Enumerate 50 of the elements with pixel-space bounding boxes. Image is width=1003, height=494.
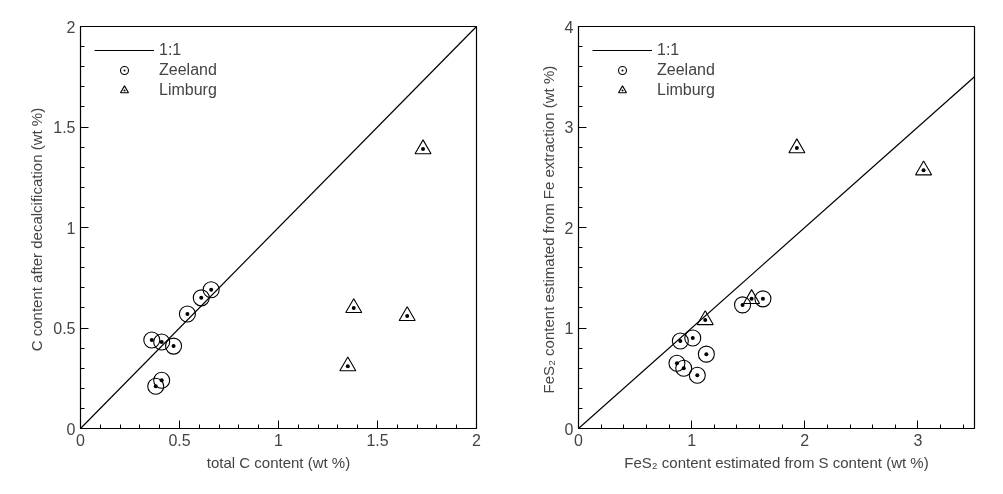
point bbox=[915, 160, 933, 176]
y-tick-label: 3 bbox=[564, 119, 574, 136]
point bbox=[202, 281, 220, 299]
y-tick-label: 4 bbox=[564, 18, 574, 36]
x-tick-label: 2 bbox=[800, 431, 810, 449]
y-tick-label: 2 bbox=[564, 219, 574, 237]
point bbox=[192, 289, 210, 307]
point bbox=[697, 345, 715, 363]
point bbox=[671, 332, 689, 350]
point bbox=[345, 298, 363, 314]
point bbox=[165, 337, 183, 355]
y-axis-title: C content after decalcification (wt %) bbox=[28, 107, 46, 352]
y-tick-label: 1 bbox=[66, 219, 76, 237]
point bbox=[147, 377, 165, 395]
point bbox=[143, 331, 161, 349]
x-tick-label: 2 bbox=[472, 431, 482, 449]
point bbox=[734, 296, 752, 314]
y-axis-title: FeS₂ content estimated from Fe extraction (wt %) bbox=[539, 65, 557, 394]
point bbox=[414, 139, 432, 155]
y-tick-label: 1 bbox=[564, 320, 574, 337]
point bbox=[696, 310, 714, 326]
point bbox=[675, 359, 693, 377]
x-tick-label: 0.5 bbox=[168, 431, 191, 449]
x-tick-label: 3 bbox=[913, 431, 923, 449]
y-tick-label: 2 bbox=[66, 18, 76, 36]
y-tick-label: 1.5 bbox=[53, 119, 76, 136]
point bbox=[688, 366, 706, 384]
x-tick-label: 1 bbox=[687, 431, 697, 449]
point bbox=[684, 329, 702, 347]
x-tick-label: 1 bbox=[274, 431, 284, 449]
x-axis-title: FeS₂ content estimated from S content (wt %) bbox=[624, 453, 929, 471]
y-tick-label: 0 bbox=[66, 420, 76, 438]
point bbox=[153, 333, 171, 351]
legend-label: Zeeland bbox=[159, 61, 217, 79]
point bbox=[743, 289, 761, 305]
legend-label: Limburg bbox=[159, 81, 217, 99]
y-tick-label: 0 bbox=[564, 420, 574, 438]
point bbox=[398, 306, 416, 322]
x-tick-label: 1.5 bbox=[366, 431, 389, 449]
y-tick-label: 0.5 bbox=[53, 320, 76, 337]
point bbox=[788, 138, 806, 154]
legend-label: 1:1 bbox=[657, 41, 680, 59]
legend-label: 1:1 bbox=[159, 41, 182, 59]
point bbox=[178, 305, 196, 323]
legend-label: Zeeland bbox=[657, 61, 715, 79]
point bbox=[153, 371, 171, 389]
x-axis-title: total C content (wt %) bbox=[206, 453, 351, 471]
point bbox=[668, 354, 686, 372]
point bbox=[754, 290, 772, 308]
legend-label: Limburg bbox=[657, 81, 715, 99]
